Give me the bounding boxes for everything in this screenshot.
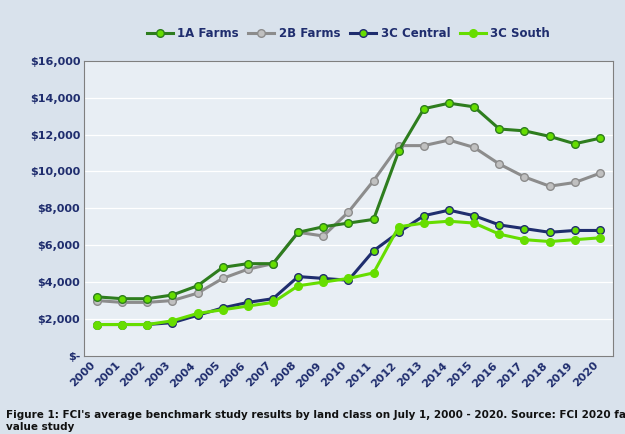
2B Farms — [219, 276, 226, 281]
Line: 2B Farms: 2B Farms — [93, 136, 604, 306]
3C South — [269, 300, 277, 305]
3C Central — [169, 320, 176, 326]
3C South — [219, 307, 226, 312]
2B Farms — [194, 291, 201, 296]
3C South — [546, 239, 553, 244]
3C Central — [370, 248, 378, 253]
3C South — [194, 311, 201, 316]
1A Farms — [244, 261, 252, 266]
3C Central — [319, 276, 327, 281]
3C Central — [144, 322, 151, 327]
3C South — [294, 283, 302, 288]
1A Farms — [471, 104, 478, 109]
2B Farms — [496, 161, 503, 167]
3C Central — [244, 300, 252, 305]
3C South — [144, 322, 151, 327]
1A Farms — [571, 141, 579, 146]
3C South — [395, 224, 402, 229]
2B Farms — [93, 298, 101, 303]
1A Farms — [370, 217, 378, 222]
2B Farms — [471, 145, 478, 150]
1A Farms — [144, 296, 151, 301]
2B Farms — [169, 298, 176, 303]
1A Farms — [345, 220, 352, 226]
3C South — [345, 276, 352, 281]
Line: 3C Central: 3C Central — [93, 206, 604, 329]
3C Central — [269, 296, 277, 301]
3C Central — [445, 207, 452, 213]
3C Central — [471, 213, 478, 218]
3C Central — [420, 213, 428, 218]
3C Central — [395, 230, 402, 235]
3C Central — [294, 274, 302, 279]
1A Farms — [194, 283, 201, 288]
3C South — [319, 279, 327, 285]
1A Farms — [169, 293, 176, 298]
2B Farms — [571, 180, 579, 185]
1A Farms — [496, 126, 503, 132]
3C South — [471, 220, 478, 226]
1A Farms — [269, 261, 277, 266]
3C Central — [345, 278, 352, 283]
3C Central — [571, 228, 579, 233]
3C South — [244, 303, 252, 309]
3C Central — [596, 228, 604, 233]
1A Farms — [319, 224, 327, 229]
1A Farms — [596, 135, 604, 141]
1A Farms — [118, 296, 126, 301]
2B Farms — [596, 171, 604, 176]
2B Farms — [445, 138, 452, 143]
3C South — [169, 318, 176, 323]
3C South — [93, 322, 101, 327]
2B Farms — [244, 266, 252, 272]
2B Farms — [144, 300, 151, 305]
3C South — [571, 237, 579, 242]
3C South — [370, 270, 378, 276]
2B Farms — [546, 184, 553, 189]
2B Farms — [370, 178, 378, 183]
1A Farms — [546, 134, 553, 139]
3C Central — [219, 306, 226, 311]
3C South — [521, 237, 528, 242]
3C South — [118, 322, 126, 327]
3C Central — [93, 322, 101, 327]
2B Farms — [395, 143, 402, 148]
Line: 1A Farms: 1A Farms — [93, 99, 604, 302]
2B Farms — [319, 233, 327, 239]
3C South — [420, 220, 428, 226]
3C South — [496, 231, 503, 237]
1A Farms — [445, 101, 452, 106]
2B Farms — [521, 174, 528, 180]
2B Farms — [118, 300, 126, 305]
3C South — [596, 235, 604, 240]
3C South — [445, 219, 452, 224]
2B Farms — [269, 261, 277, 266]
2B Farms — [294, 230, 302, 235]
3C Central — [194, 312, 201, 318]
1A Farms — [395, 148, 402, 154]
3C Central — [118, 322, 126, 327]
1A Farms — [294, 230, 302, 235]
2B Farms — [345, 209, 352, 214]
1A Farms — [219, 265, 226, 270]
1A Farms — [521, 128, 528, 134]
Line: 3C South: 3C South — [93, 217, 604, 329]
1A Farms — [420, 106, 428, 111]
Text: Figure 1: FCI's average benchmark study results by land class on July 1, 2000 - : Figure 1: FCI's average benchmark study … — [6, 410, 625, 432]
2B Farms — [420, 143, 428, 148]
1A Farms — [93, 294, 101, 299]
Legend: 1A Farms, 2B Farms, 3C Central, 3C South: 1A Farms, 2B Farms, 3C Central, 3C South — [142, 23, 555, 45]
3C Central — [496, 222, 503, 227]
3C Central — [546, 230, 553, 235]
3C Central — [521, 226, 528, 231]
